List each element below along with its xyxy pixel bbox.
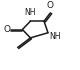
Text: NH: NH [25,8,36,17]
Text: O: O [47,1,54,10]
Text: O: O [4,25,11,34]
Text: NH: NH [50,32,61,41]
